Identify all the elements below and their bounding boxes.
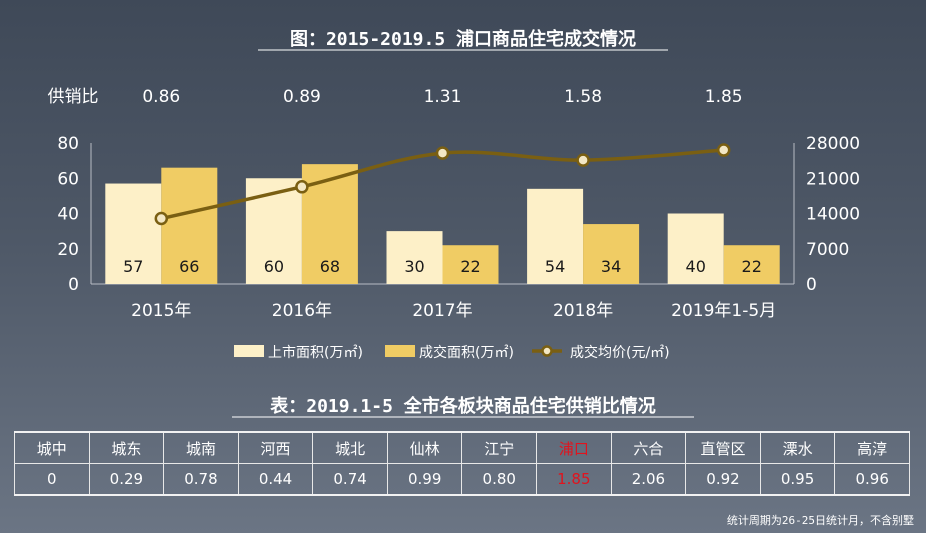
x-tick-label: 2016年	[272, 301, 332, 321]
y-left-tick-label: 60	[57, 169, 79, 189]
ratio-label: 供销比	[48, 87, 99, 107]
table-header-cell: 六合	[610, 431, 687, 464]
bar	[667, 213, 724, 284]
legend-swatch-marker	[541, 345, 553, 357]
table-value-cell: 0	[14, 463, 90, 496]
chart-plot: 供销比 0.86 0.89 1.31 1.58 1.85 0 20 40 60 80 0 7000 140…	[48, 87, 860, 418]
y-right-tick-label: 14000	[806, 205, 860, 225]
bar-value-label: 22	[460, 257, 480, 276]
x-tick-label: 2019年1-5月	[671, 301, 776, 321]
table-header-cell: 城东	[88, 431, 165, 464]
table-value-cell: 0.29	[88, 463, 165, 496]
legend-label: 上市面积(万㎡)	[268, 344, 363, 361]
table-title: 表：2019.1-5 全市各板块商品住宅供销比情况	[270, 395, 656, 417]
bar	[386, 231, 443, 284]
table-header-cell: 城南	[163, 431, 239, 464]
table-value-cell: 0.74	[312, 463, 388, 496]
y-left-tick-label: 0	[68, 275, 79, 295]
bar-value-label: 22	[742, 257, 762, 276]
table-header-row: 城中 城东 城南 河西 城北 仙林 江宁 浦口 六合 直管区 溧水 高淳	[14, 431, 910, 464]
bar	[105, 183, 162, 284]
bar-value-label: 34	[601, 257, 621, 276]
price-point	[295, 180, 309, 194]
y-right-tick-label: 28000	[806, 134, 860, 154]
footnote: 统计周期为26-25日统计月，不含别墅	[726, 514, 914, 527]
table-value-cell: 0.92	[685, 463, 761, 496]
x-tick-label: 2018年	[553, 301, 613, 321]
table-value-cell: 2.06	[610, 463, 687, 496]
bar-value-label: 68	[320, 257, 340, 276]
table-value-cell: 0.44	[237, 463, 314, 496]
ratio-value: 0.86	[142, 87, 180, 107]
table-value-cell: 0.80	[461, 463, 538, 496]
y-left-tick-label: 80	[57, 134, 79, 154]
price-point	[716, 143, 731, 157]
table-value-cell: 0.96	[834, 463, 910, 496]
bar	[583, 224, 640, 284]
bar	[527, 188, 584, 284]
chart: 图：2015-2019.5 浦口商品住宅成交情况 供销比 0.86 0.89 1.31…	[48, 28, 860, 418]
chart-title: 图：2015-2019.5 浦口商品住宅成交情况	[290, 28, 636, 50]
bar	[442, 245, 499, 284]
ratio-value: 1.85	[705, 87, 743, 107]
legend-swatch	[385, 345, 415, 357]
ratio-value: 1.58	[564, 87, 602, 107]
table-value-row: 0 0.29 0.78 0.44 0.74 0.99 0.80 1.85 2.06 0.92 0.9…	[14, 463, 910, 496]
table-value-cell: 0.99	[386, 463, 463, 496]
table-value-cell: 1.85	[536, 463, 612, 496]
bar	[723, 245, 780, 284]
table-value-cell: 0.78	[163, 463, 239, 496]
table-header-cell: 城北	[312, 431, 388, 464]
price-line	[160, 148, 724, 221]
table-header-cell: 仙林	[386, 431, 463, 464]
bar-value-label: 57	[123, 257, 143, 276]
supply-demand-table: 城中 城东 城南 河西 城北 仙林 江宁 浦口 六合 直管区 溧水 高淳 0 0.29 0.78 0.44 0…	[14, 431, 910, 496]
table-value-cell: 0.95	[759, 463, 836, 496]
y-left-tick-label: 20	[57, 240, 79, 260]
price-point	[154, 211, 169, 226]
price-point	[435, 146, 450, 160]
table-header-cell: 直管区	[685, 431, 761, 464]
bar	[161, 167, 218, 284]
x-tick-label: 2015年	[131, 301, 191, 321]
bar-value-label: 40	[686, 257, 706, 276]
table-header-cell: 浦口	[536, 431, 612, 464]
ratio-value: 1.31	[424, 87, 462, 107]
bar-value-label: 30	[404, 257, 424, 276]
price-point	[576, 153, 590, 167]
table-header-cell: 江宁	[461, 431, 538, 464]
bar-value-label: 54	[545, 257, 565, 276]
legend-swatch	[234, 345, 264, 357]
table-header-cell: 河西	[237, 431, 314, 464]
ratio-value: 0.89	[283, 87, 321, 107]
x-tick-label: 2017年	[412, 301, 472, 321]
y-left-tick-label: 40	[57, 205, 79, 225]
legend-label: 成交面积(万㎡)	[419, 344, 514, 361]
table-header-cell: 溧水	[759, 431, 836, 464]
y-right-tick-label: 21000	[806, 169, 860, 189]
legend-label: 成交均价(元/㎡)	[570, 344, 670, 361]
table-header-cell: 高淳	[834, 431, 910, 464]
y-right-tick-label: 7000	[806, 240, 849, 260]
table-header-cell: 城中	[14, 431, 90, 464]
bar-value-label: 66	[179, 257, 199, 276]
bar-value-label: 60	[264, 257, 284, 276]
y-right-tick-label: 0	[806, 275, 817, 295]
